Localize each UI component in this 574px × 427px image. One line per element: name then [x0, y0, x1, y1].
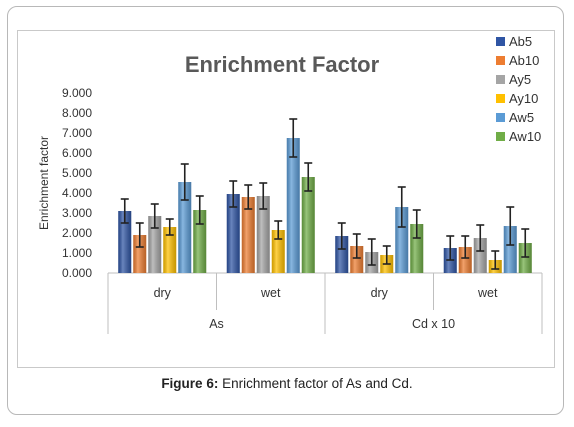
- bar-shade: [178, 182, 192, 273]
- legend-swatch-aw5: [496, 113, 505, 122]
- chart-title: Enrichment Factor: [185, 52, 380, 77]
- y-tick-label: 4.000: [62, 186, 92, 200]
- caption-text: Enrichment factor of As and Cd.: [218, 376, 413, 391]
- y-tick-label: 0.000: [62, 266, 92, 280]
- x-category-label: dry: [154, 286, 172, 300]
- legend-label: Ay10: [509, 91, 538, 106]
- bar-shade: [118, 211, 132, 273]
- caption-label: Figure 6:: [161, 376, 219, 391]
- legend-label: Ab5: [509, 34, 532, 49]
- bar-shade: [518, 243, 532, 273]
- chart-area: [17, 30, 555, 368]
- bar-shade: [473, 238, 487, 273]
- legend-label: Aw5: [509, 110, 534, 125]
- bars-layer: [118, 138, 532, 273]
- x-group-label: As: [209, 317, 224, 331]
- bar-shade: [256, 196, 270, 273]
- y-tick-label: 1.000: [62, 246, 92, 260]
- bar-shade: [458, 247, 472, 273]
- y-tick-label: 9.000: [62, 86, 92, 100]
- x-category-label: dry: [371, 286, 389, 300]
- y-tick-label: 8.000: [62, 106, 92, 120]
- x-category-label: wet: [260, 286, 281, 300]
- y-tick-label: 7.000: [62, 126, 92, 140]
- bar-shade: [241, 197, 255, 273]
- bar-shade: [271, 230, 285, 273]
- legend-swatch-ay5: [496, 75, 505, 84]
- error-bars-layer: [120, 118, 530, 270]
- x-category-label: wet: [477, 286, 498, 300]
- bar-shade: [226, 194, 240, 273]
- bar-shade: [301, 177, 315, 273]
- legend-swatch-aw10: [496, 132, 505, 141]
- legend-label: Ay5: [509, 72, 531, 87]
- bar-shade: [148, 216, 162, 273]
- legend-label: Aw10: [509, 129, 541, 144]
- y-axis-ticks: 0.000 1.000 2.000 3.000 4.000 5.000 6.000 7.000…: [62, 86, 92, 280]
- legend-label: Ab10: [509, 53, 539, 68]
- bar-shade: [193, 210, 207, 273]
- x-group-label: Cd x 10: [412, 317, 455, 331]
- legend: Ab5 Ab10 Ay5 Ay10 Aw5 Aw10: [496, 34, 541, 144]
- bar-shade: [133, 235, 147, 273]
- bar-shade: [350, 246, 364, 273]
- figure-caption: Figure 6: Enrichment factor of As and Cd…: [0, 376, 574, 391]
- y-tick-label: 6.000: [62, 146, 92, 160]
- bar-shade: [503, 226, 517, 273]
- legend-swatch-ab5: [496, 37, 505, 46]
- category-axis: [107, 272, 543, 334]
- y-tick-label: 5.000: [62, 166, 92, 180]
- legend-swatch-ay10: [496, 94, 505, 103]
- bar-shade: [163, 227, 177, 273]
- bar-shade: [410, 224, 424, 273]
- x-axis-labels: dry wet dry wet As Cd x 10: [154, 286, 498, 331]
- legend-swatch-ab10: [496, 56, 505, 65]
- y-tick-label: 2.000: [62, 226, 92, 240]
- bar-shade: [335, 236, 349, 273]
- bar-shade: [395, 207, 409, 273]
- y-tick-label: 3.000: [62, 206, 92, 220]
- y-axis-label: Enrichment factor: [37, 136, 51, 230]
- bar-shade: [286, 138, 300, 273]
